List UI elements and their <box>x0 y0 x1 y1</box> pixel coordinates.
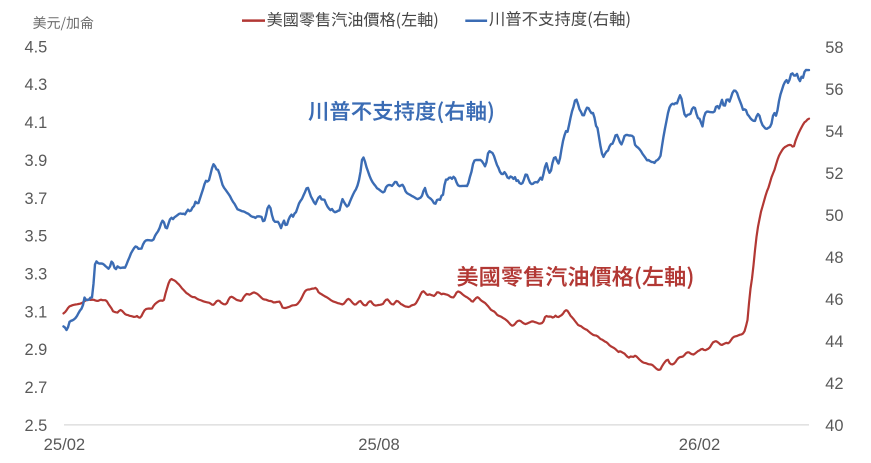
svg-text:4.1: 4.1 <box>25 114 48 132</box>
svg-text:2.5: 2.5 <box>25 417 48 435</box>
svg-text:58: 58 <box>825 39 843 57</box>
svg-text:4.5: 4.5 <box>25 38 48 56</box>
svg-text:52: 52 <box>825 165 843 183</box>
svg-text:2.7: 2.7 <box>25 379 48 397</box>
svg-text:25/08: 25/08 <box>358 435 400 454</box>
svg-text:3.9: 3.9 <box>25 152 48 170</box>
svg-text:3.7: 3.7 <box>25 190 48 208</box>
svg-text:46: 46 <box>825 291 843 309</box>
svg-text:25/02: 25/02 <box>44 435 86 454</box>
svg-text:56: 56 <box>825 81 843 99</box>
svg-text:2.9: 2.9 <box>25 341 48 359</box>
svg-text:42: 42 <box>825 375 843 393</box>
svg-text:54: 54 <box>825 123 843 141</box>
svg-text:3.5: 3.5 <box>25 228 48 246</box>
svg-text:50: 50 <box>825 207 843 225</box>
svg-text:3.1: 3.1 <box>25 303 48 321</box>
svg-text:26/02: 26/02 <box>679 435 721 454</box>
svg-text:44: 44 <box>825 333 843 351</box>
svg-text:48: 48 <box>825 249 843 267</box>
svg-text:4.3: 4.3 <box>25 76 48 94</box>
svg-text:40: 40 <box>825 417 843 435</box>
svg-text:3.3: 3.3 <box>25 265 48 283</box>
